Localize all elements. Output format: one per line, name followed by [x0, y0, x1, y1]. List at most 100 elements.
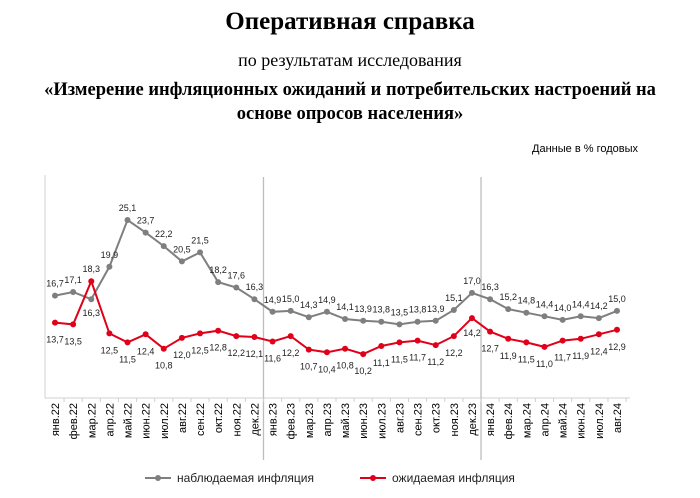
data-point: [124, 339, 131, 346]
x-tick-label: дек.22: [249, 403, 261, 436]
data-point: [251, 334, 258, 340]
data-label: 11,6: [264, 354, 281, 364]
data-label: 21,5: [191, 235, 209, 245]
x-tick-label: май.24: [558, 403, 570, 438]
data-label: 14,1: [336, 302, 354, 312]
data-point: [505, 335, 512, 342]
data-label: 25,1: [119, 203, 137, 213]
x-tick-label: июн.24: [576, 403, 588, 439]
data-point: [595, 331, 602, 338]
data-point: [233, 333, 240, 340]
x-tick-label: мар.22: [86, 403, 98, 438]
x-tick-label: дек.23: [467, 403, 479, 436]
data-label: 18,2: [209, 265, 227, 275]
x-tick-label: апр.24: [539, 403, 551, 436]
data-label: 12,2: [445, 348, 463, 358]
data-label: 10,8: [155, 361, 173, 371]
data-label: 14,8: [518, 296, 536, 306]
data-point: [505, 306, 512, 313]
data-label: 17,0: [463, 276, 481, 286]
x-tick-label: ноя.22: [231, 403, 243, 436]
data-point: [378, 343, 385, 349]
data-point: [577, 335, 584, 342]
data-point: [251, 296, 258, 303]
data-label: 16,3: [481, 282, 499, 292]
legend-label: наблюдаемая инфляция: [177, 471, 314, 485]
data-label: 14,4: [572, 299, 590, 309]
data-point: [269, 308, 276, 315]
data-label: 11,5: [391, 354, 408, 364]
legend-swatch-marker: [155, 475, 161, 481]
data-label: 14,0: [554, 303, 572, 313]
study-title: «Измерение инфляционных ожиданий и потре…: [44, 80, 656, 124]
x-tick-label: апр.23: [322, 403, 334, 436]
data-label: 12,4: [137, 346, 155, 356]
x-tick-label: июл.22: [159, 403, 171, 439]
data-label: 16,3: [82, 308, 100, 318]
data-point: [360, 317, 367, 324]
data-label: 11,2: [427, 357, 444, 367]
data-point: [197, 249, 204, 256]
data-point: [414, 318, 421, 325]
data-point: [595, 315, 602, 322]
page-subtitle: по результатам исследования: [238, 50, 462, 70]
data-point: [287, 307, 294, 314]
data-label: 12,5: [191, 345, 209, 355]
data-label: 17,1: [64, 275, 82, 285]
data-label: 12,1: [246, 349, 264, 359]
data-label: 23,7: [137, 216, 155, 226]
data-point: [287, 333, 294, 340]
data-point: [142, 229, 149, 236]
data-point: [523, 339, 530, 346]
data-point: [106, 263, 113, 270]
data-point: [414, 337, 421, 344]
data-point: [559, 316, 566, 323]
x-tick-label: июн.23: [358, 403, 370, 439]
units-note: Данные в % годовых: [532, 143, 638, 155]
x-tick-label: янв.23: [268, 403, 280, 436]
data-point: [178, 334, 185, 341]
page-title: Оперативная справка: [225, 8, 475, 35]
data-label: 12,9: [608, 342, 626, 352]
x-tick-label: авг.24: [612, 403, 624, 433]
x-tick-label: сен.23: [413, 403, 425, 436]
data-label: 14,9: [318, 295, 336, 305]
data-point: [197, 330, 204, 337]
data-label: 13,5: [64, 336, 82, 346]
data-point: [215, 279, 222, 286]
data-label: 15,0: [282, 294, 300, 304]
data-label: 18,3: [82, 264, 100, 274]
data-point: [360, 351, 367, 358]
data-label: 15,2: [499, 292, 517, 302]
data-label: 11,7: [554, 353, 571, 363]
data-label: 15,1: [445, 293, 463, 303]
data-point: [487, 328, 494, 335]
data-point: [577, 313, 584, 320]
x-tick-label: окт.23: [431, 403, 443, 433]
data-label: 19,9: [101, 250, 119, 260]
data-point: [160, 243, 167, 250]
data-label: 13,9: [427, 304, 445, 314]
data-label: 13,9: [354, 304, 372, 314]
data-label: 17,6: [228, 271, 246, 281]
data-label: 14,4: [536, 299, 554, 309]
x-tick-label: июн.22: [141, 403, 153, 439]
data-point: [523, 309, 530, 316]
data-label: 11,5: [119, 354, 136, 364]
data-label: 14,3: [300, 300, 318, 310]
x-tick-label: фев.23: [286, 403, 298, 439]
data-point: [52, 319, 58, 326]
data-label: 12,2: [228, 348, 246, 358]
data-label: 11,7: [409, 353, 426, 363]
x-tick-label: авг.22: [177, 403, 189, 433]
data-label: 10,2: [354, 366, 372, 376]
data-point: [487, 296, 494, 303]
data-label: 11,1: [373, 358, 390, 368]
x-tick-label: янв.22: [50, 403, 62, 436]
data-label: 22,2: [155, 229, 173, 239]
data-point: [468, 289, 475, 296]
data-point: [468, 315, 475, 322]
legend-label: ожидаемая инфляция: [392, 471, 515, 485]
data-point: [541, 313, 548, 320]
data-point: [178, 258, 185, 265]
